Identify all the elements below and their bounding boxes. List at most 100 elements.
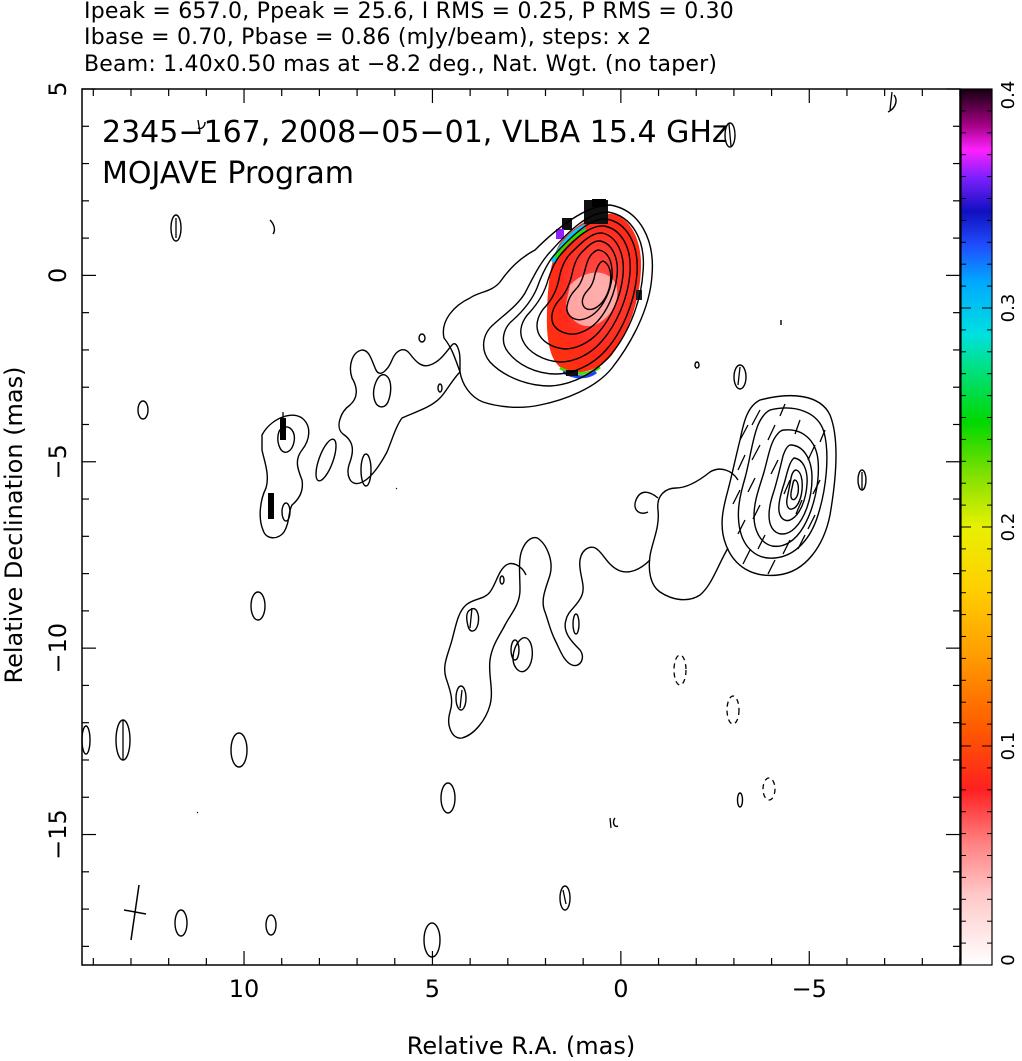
pol-vector — [782, 539, 791, 555]
y-tick-label: 5 — [44, 81, 72, 96]
colorbar-tick-label: 0.2 — [998, 513, 1019, 542]
pol-pixel — [562, 218, 572, 230]
contour-knot-6 — [786, 469, 803, 510]
axes: 10 5 0 −5 5 0 −5 −10 −15 — [44, 81, 961, 1003]
colorbar-tick-label: 0.3 — [998, 294, 1019, 323]
pol-vector — [794, 419, 801, 435]
colorbar-tick-label: 0.4 — [998, 81, 1019, 110]
contour-jet-upper — [338, 343, 461, 485]
contour-blob — [137, 400, 149, 420]
pol-pixel — [566, 370, 578, 376]
negative-contours — [673, 654, 776, 801]
contour-small — [887, 94, 897, 113]
chart-title: 2345−167, 2008−05−01, VLBA 15.4 GHz — [102, 115, 728, 150]
plot-frame — [81, 88, 961, 966]
contour-blob — [694, 361, 700, 369]
header-line-2: Ibase = 0.70, Pbase = 0.86 (mJy/beam), s… — [84, 25, 652, 50]
pol-edge-bottom — [559, 365, 601, 375]
contour-blob — [440, 782, 456, 814]
pol-vector — [739, 424, 749, 441]
pol-pixel — [556, 229, 564, 239]
pol-vector — [807, 514, 816, 530]
pol-vector — [797, 534, 806, 550]
pol-vector — [767, 559, 776, 575]
pol-pixel — [268, 493, 274, 519]
contour-core-4 — [520, 225, 631, 363]
contour-knot-7 — [790, 479, 800, 501]
contour-lower-jet — [648, 468, 739, 601]
contour-lower-blob — [512, 637, 534, 673]
pol-vector — [770, 459, 779, 475]
pol-vector — [757, 534, 766, 550]
pol-vector — [767, 424, 776, 441]
y-tick-label: −10 — [44, 623, 72, 674]
contour-blob — [499, 575, 505, 585]
colorbar-tick-label: 0 — [998, 954, 1019, 965]
pol-edge-top — [551, 224, 586, 263]
pol-vector — [779, 403, 786, 417]
polarization-vectors — [122, 91, 893, 905]
pol-vector — [562, 889, 567, 905]
contour-blob — [315, 438, 337, 482]
pol-vector — [609, 817, 612, 829]
pol-vector — [737, 454, 746, 471]
negative-contour — [762, 777, 776, 801]
contour-small — [269, 219, 276, 235]
pol-pixel — [592, 199, 606, 207]
contour-blob — [281, 502, 291, 522]
contour-knot-2 — [737, 407, 828, 559]
contour-jet-upper-inner — [372, 374, 392, 408]
colorbar-axis: 0 0.1 0.2 0.3 0.4 — [961, 81, 1019, 966]
pol-vector — [737, 519, 746, 535]
contour-blob — [437, 383, 443, 393]
contour-knot-outer — [721, 395, 837, 577]
contour-blob — [170, 214, 182, 242]
x-tick-label: −5 — [792, 975, 827, 1003]
pol-vector — [795, 499, 803, 515]
pol-vector — [737, 366, 741, 386]
contour-knot-4 — [768, 444, 813, 535]
pol-edge-top-inner — [554, 228, 587, 259]
y-tick-label: −15 — [44, 809, 72, 860]
pol-vector — [812, 479, 821, 495]
restoring-beam — [123, 884, 147, 941]
contour-blob — [733, 364, 747, 390]
y-axis-title: Relative Declination (mas) — [0, 366, 28, 683]
noise-dot — [196, 811, 199, 814]
pol-vector — [819, 429, 826, 443]
pol-vector — [783, 479, 791, 495]
plot-area — [81, 91, 897, 958]
negative-contour — [673, 654, 687, 686]
x-axis-title: Relative R.A. (mas) — [407, 1032, 635, 1060]
y-tick-label: 0 — [44, 268, 72, 283]
contour-core-6 — [551, 240, 619, 335]
contour-blob — [360, 453, 372, 487]
contour-core-2 — [483, 211, 645, 387]
contour-blob — [724, 122, 736, 148]
contour-blob — [736, 792, 744, 808]
x-tick-label: 10 — [229, 975, 260, 1003]
contour-blob — [250, 591, 266, 621]
contour-lower-jet-3 — [443, 536, 651, 739]
pol-vector — [459, 689, 463, 709]
contour-blob — [230, 732, 248, 768]
colorbar-tick-label: 0.1 — [998, 732, 1019, 761]
contour-knot-3 — [753, 429, 820, 548]
contour-blob — [418, 333, 426, 343]
intensity-contours — [81, 94, 897, 958]
pol-vector — [728, 123, 732, 147]
contour-core-outer — [442, 204, 654, 409]
contour-left-blob — [259, 414, 310, 539]
contour-core-8 — [581, 260, 612, 311]
contour-blob — [81, 725, 91, 755]
contour-knot-5 — [778, 457, 808, 522]
contour-blob — [559, 885, 571, 911]
pol-vector — [732, 489, 741, 505]
pol-vector — [751, 409, 761, 426]
chart-subtitle: MOJAVE Program — [102, 156, 354, 191]
header-line-3: Beam: 1.40x0.50 mas at −8.2 deg., Nat. W… — [84, 52, 718, 77]
contour-blob — [265, 914, 277, 936]
contour-blob — [174, 909, 188, 937]
contour-small — [612, 817, 619, 828]
